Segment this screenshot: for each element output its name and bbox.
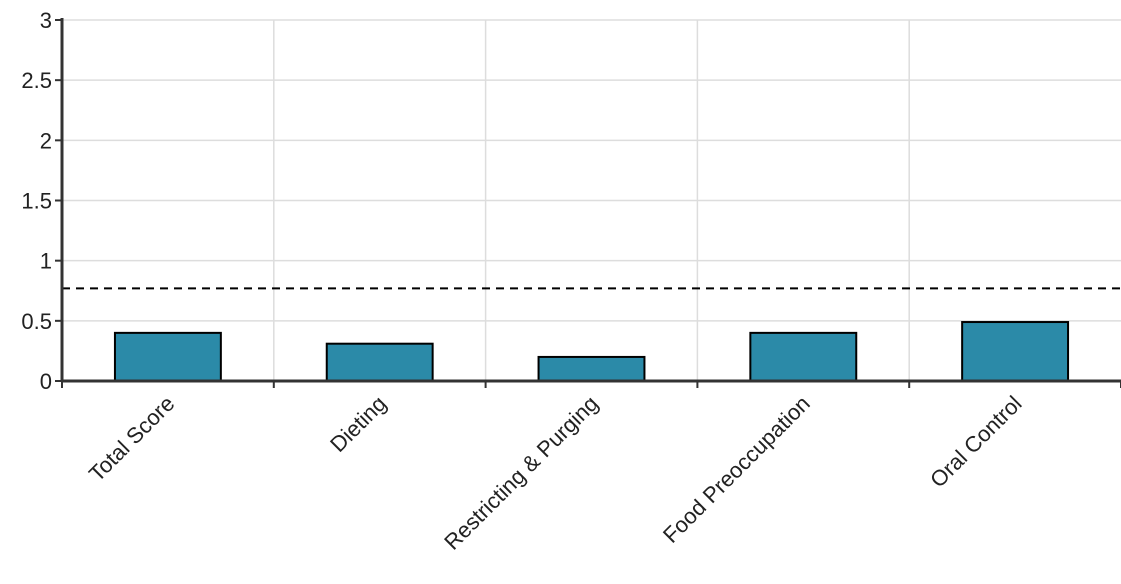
x-tick-label-2: Restricting & Purging xyxy=(439,391,603,555)
y-tick-label-2: 1 xyxy=(40,249,52,274)
bar-0 xyxy=(113,331,222,383)
y-tick-label-6: 3 xyxy=(40,8,52,33)
bar-2 xyxy=(537,355,646,382)
y-tick-label-5: 2.5 xyxy=(21,68,52,93)
y-tick-label-3: 1.5 xyxy=(21,189,52,214)
y-tick-label-4: 2 xyxy=(40,128,52,153)
y-tick-label-0: 0 xyxy=(40,369,52,394)
bars xyxy=(113,321,1070,383)
bar-3 xyxy=(749,331,858,383)
x-tick-label-1: Dieting xyxy=(325,391,391,457)
grid-lines xyxy=(62,19,1121,381)
x-tick-label-4: Oral Control xyxy=(925,391,1027,493)
bar-1 xyxy=(325,342,434,382)
axes xyxy=(55,18,1121,388)
x-tick-label-0: Total Score xyxy=(84,391,180,487)
x-tick-labels: Total Score Dieting Restricting & Purging F… xyxy=(84,391,1027,555)
y-tick-labels: 0 0.5 1 1.5 2 2.5 3 xyxy=(21,8,52,394)
bar-4 xyxy=(961,321,1070,382)
x-tick-label-3: Food Preoccupation xyxy=(658,391,815,548)
y-tick-label-1: 0.5 xyxy=(21,309,52,334)
